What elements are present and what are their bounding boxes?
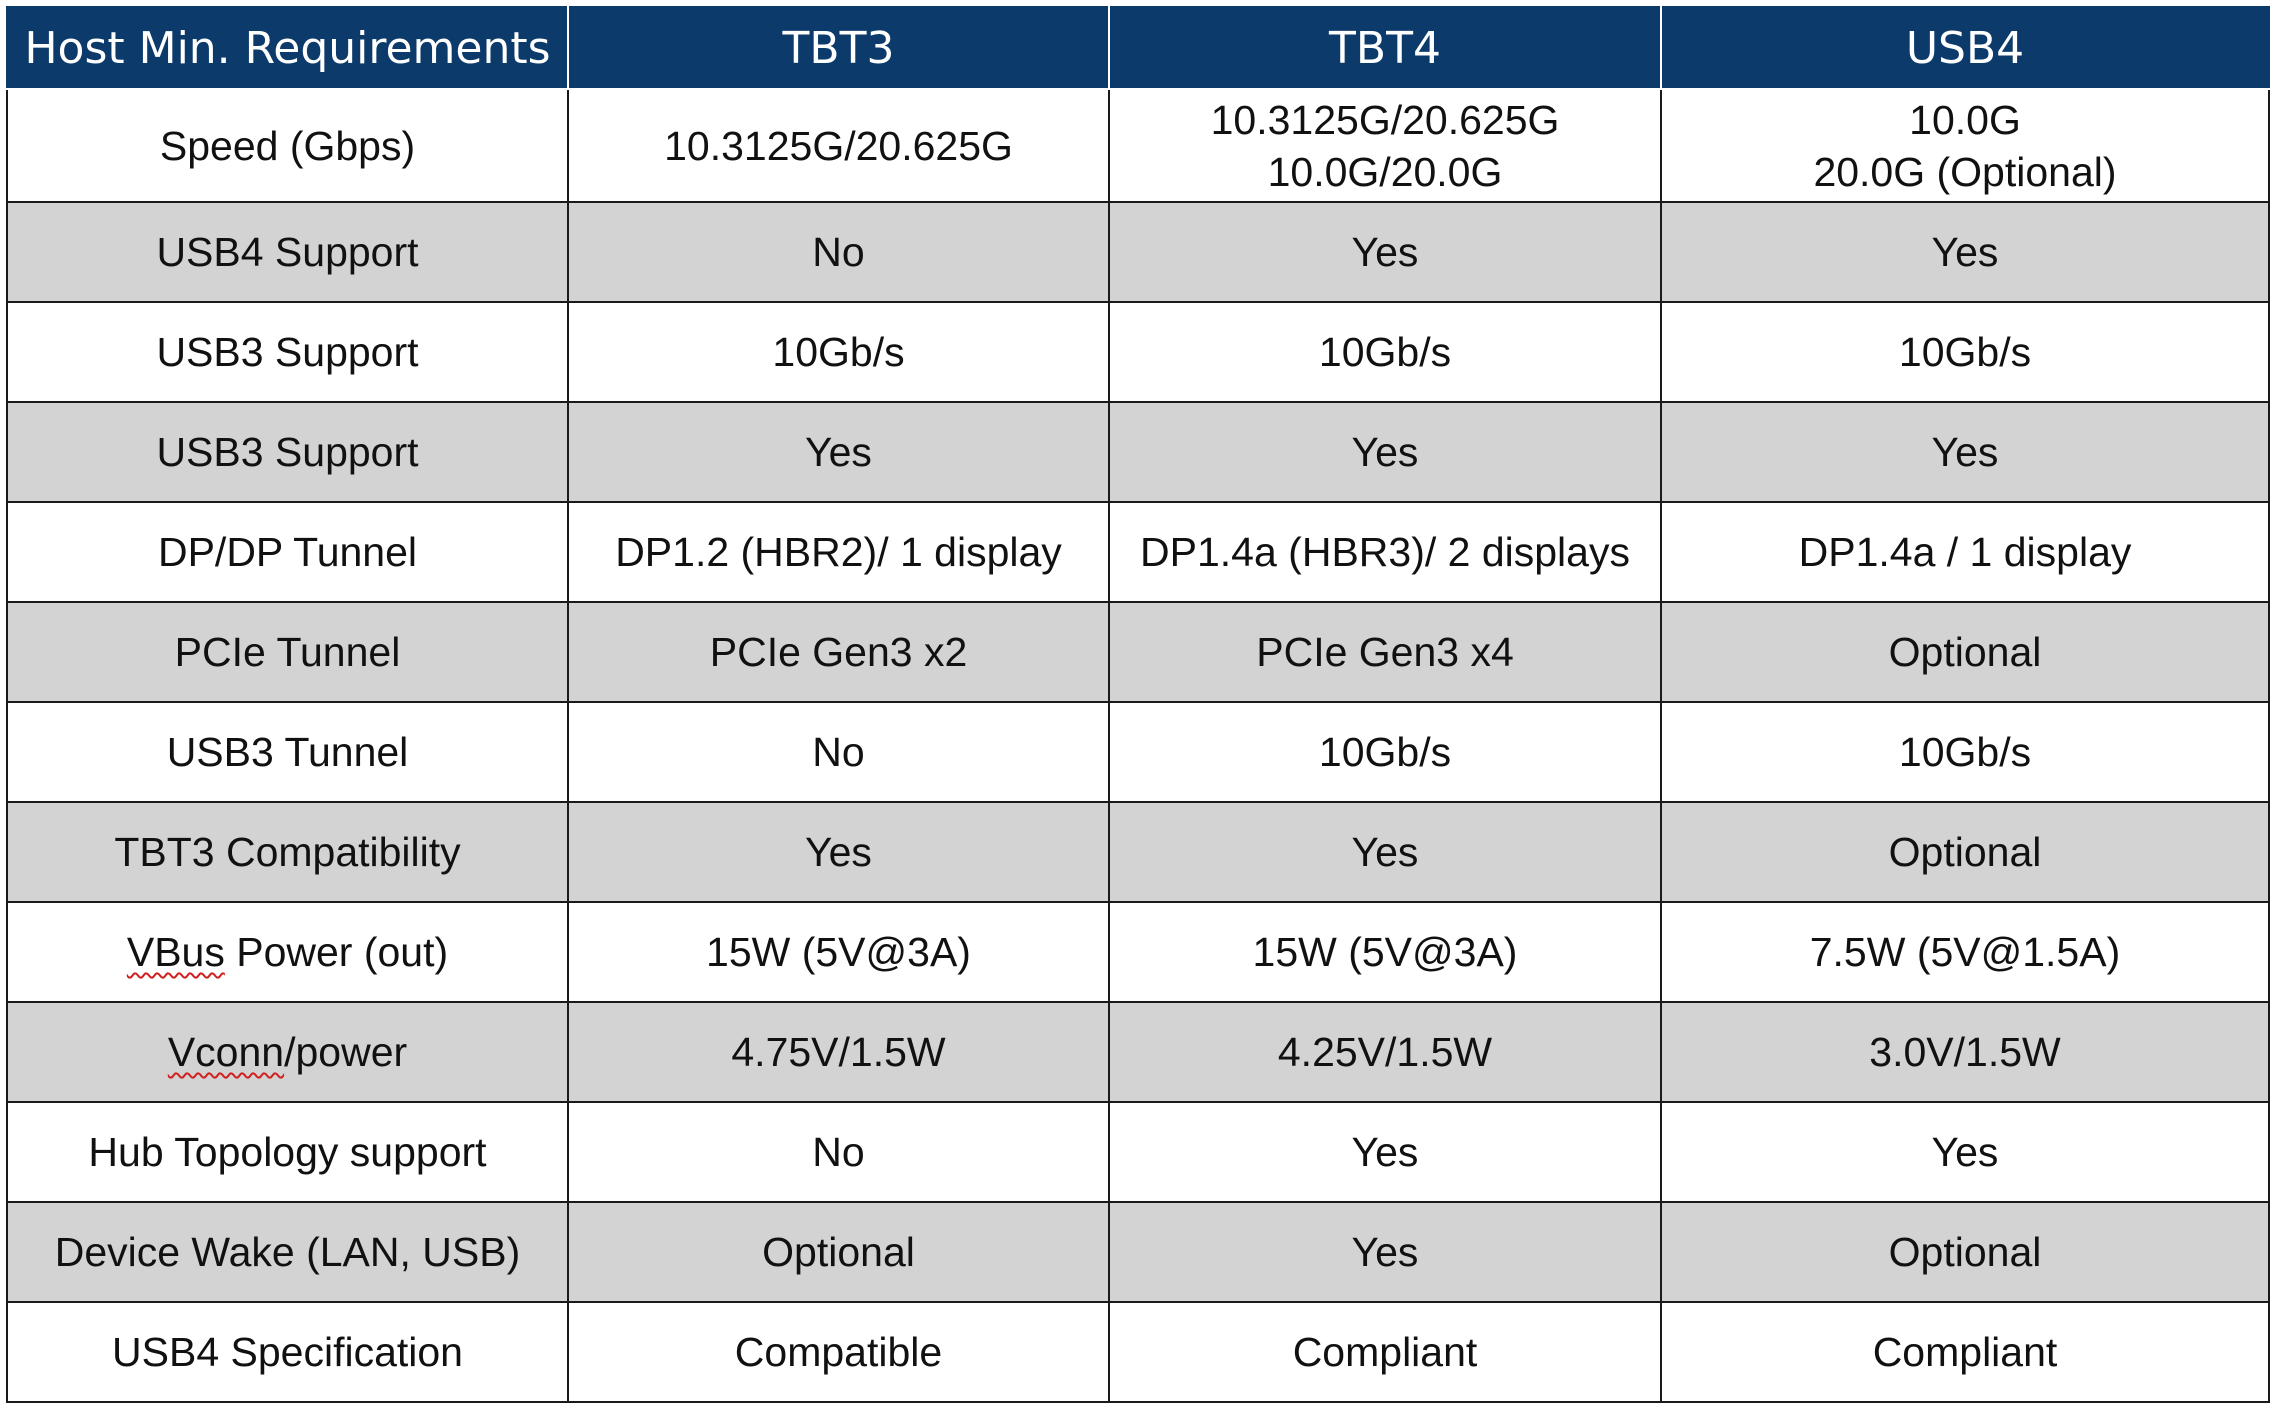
row-label: USB3 Tunnel	[6, 701, 569, 803]
cell-line: 10.3125G/20.625G	[1210, 96, 1560, 143]
cell-tbt3: DP1.2 (HBR2)/ 1 display	[567, 501, 1110, 603]
cell-usb4: 10Gb/s	[1660, 701, 2270, 803]
cell-usb4: Compliant	[1660, 1301, 2270, 1403]
cell-tbt3: 10.3125G/20.625G	[567, 88, 1110, 203]
cell-usb4: DP1.4a / 1 display	[1660, 501, 2270, 603]
table-header: Host Min. Requirements TBT3 TBT4 USB4	[6, 6, 2270, 90]
cell-tbt4: Yes	[1108, 801, 1662, 903]
cell-tbt4: DP1.4a (HBR3)/ 2 displays	[1108, 501, 1662, 603]
cell-tbt3: 10Gb/s	[567, 301, 1110, 403]
cell-usb4: 10.0G 20.0G (Optional)	[1660, 88, 2270, 203]
cell-tbt4: 15W (5V@3A)	[1108, 901, 1662, 1003]
row-label: USB3 Support	[6, 401, 569, 503]
table-row: TBT3 Compatibility Yes Yes Optional	[6, 801, 2270, 903]
row-label: Speed (Gbps)	[6, 88, 569, 203]
row-label: USB4 Specification	[6, 1301, 569, 1403]
table-row: USB3 Support Yes Yes Yes	[6, 401, 2270, 503]
header-usb4: USB4	[1660, 6, 2270, 90]
row-label-rest: Power (out)	[224, 929, 449, 975]
row-label: Hub Topology support	[6, 1101, 569, 1203]
spellcheck-word: Vconn	[167, 1029, 285, 1075]
cell-usb4: Optional	[1660, 601, 2270, 703]
cell-tbt4: 4.25V/1.5W	[1108, 1001, 1662, 1103]
row-label: Vconn/power	[6, 1001, 569, 1103]
spellcheck-word: VBus	[126, 929, 225, 975]
cell-usb4: 7.5W (5V@1.5A)	[1660, 901, 2270, 1003]
table-body: Speed (Gbps) 10.3125G/20.625G 10.3125G/2…	[6, 88, 2270, 1403]
cell-tbt4: 10.3125G/20.625G 10.0G/20.0G	[1108, 88, 1662, 203]
cell-usb4: Yes	[1660, 201, 2270, 303]
requirements-table: Host Min. Requirements TBT3 TBT4 USB4 Sp…	[6, 6, 2270, 1403]
cell-tbt3: No	[567, 201, 1110, 303]
cell-usb4: 3.0V/1.5W	[1660, 1001, 2270, 1103]
table-row: Hub Topology support No Yes Yes	[6, 1101, 2270, 1203]
table-row: DP/DP Tunnel DP1.2 (HBR2)/ 1 display DP1…	[6, 501, 2270, 603]
row-label: USB4 Support	[6, 201, 569, 303]
table-row: USB3 Tunnel No 10Gb/s 10Gb/s	[6, 701, 2270, 803]
cell-tbt3: Yes	[567, 401, 1110, 503]
row-label-rest: /power	[284, 1029, 408, 1075]
header-tbt3: TBT3	[567, 6, 1110, 90]
row-label: TBT3 Compatibility	[6, 801, 569, 903]
cell-tbt4: Yes	[1108, 401, 1662, 503]
cell-tbt4: 10Gb/s	[1108, 301, 1662, 403]
cell-tbt3: 15W (5V@3A)	[567, 901, 1110, 1003]
row-label: Device Wake (LAN, USB)	[6, 1201, 569, 1303]
cell-usb4: Optional	[1660, 1201, 2270, 1303]
cell-tbt3: PCIe Gen3 x2	[567, 601, 1110, 703]
row-label: DP/DP Tunnel	[6, 501, 569, 603]
table-row: PCIe Tunnel PCIe Gen3 x2 PCIe Gen3 x4 Op…	[6, 601, 2270, 703]
table-row: Vconn/power 4.75V/1.5W 4.25V/1.5W 3.0V/1…	[6, 1001, 2270, 1103]
cell-line: 20.0G (Optional)	[1813, 148, 2117, 195]
table-row: Speed (Gbps) 10.3125G/20.625G 10.3125G/2…	[6, 88, 2270, 203]
row-label: VBus Power (out)	[6, 901, 569, 1003]
cell-tbt4: Yes	[1108, 201, 1662, 303]
cell-tbt3: Yes	[567, 801, 1110, 903]
cell-tbt3: Optional	[567, 1201, 1110, 1303]
header-tbt4: TBT4	[1108, 6, 1662, 90]
cell-usb4: Optional	[1660, 801, 2270, 903]
cell-line: 10.0G/20.0G	[1267, 148, 1503, 195]
cell-tbt3: Compatible	[567, 1301, 1110, 1403]
cell-tbt3: 4.75V/1.5W	[567, 1001, 1110, 1103]
table-row: USB4 Support No Yes Yes	[6, 201, 2270, 303]
cell-tbt4: 10Gb/s	[1108, 701, 1662, 803]
cell-usb4: Yes	[1660, 1101, 2270, 1203]
header-requirements: Host Min. Requirements	[6, 6, 569, 90]
cell-usb4: 10Gb/s	[1660, 301, 2270, 403]
cell-line: 10.0G	[1909, 96, 2021, 143]
cell-tbt4: PCIe Gen3 x4	[1108, 601, 1662, 703]
table-row: Device Wake (LAN, USB) Optional Yes Opti…	[6, 1201, 2270, 1303]
cell-usb4: Yes	[1660, 401, 2270, 503]
cell-tbt4: Yes	[1108, 1101, 1662, 1203]
table-row: USB3 Support 10Gb/s 10Gb/s 10Gb/s	[6, 301, 2270, 403]
cell-tbt3: No	[567, 1101, 1110, 1203]
cell-tbt4: Yes	[1108, 1201, 1662, 1303]
cell-tbt3: No	[567, 701, 1110, 803]
table-row: USB4 Specification Compatible Compliant …	[6, 1301, 2270, 1403]
row-label: PCIe Tunnel	[6, 601, 569, 703]
header-row: Host Min. Requirements TBT3 TBT4 USB4	[6, 6, 2270, 90]
table-row: VBus Power (out) 15W (5V@3A) 15W (5V@3A)…	[6, 901, 2270, 1003]
cell-tbt4: Compliant	[1108, 1301, 1662, 1403]
row-label: USB3 Support	[6, 301, 569, 403]
